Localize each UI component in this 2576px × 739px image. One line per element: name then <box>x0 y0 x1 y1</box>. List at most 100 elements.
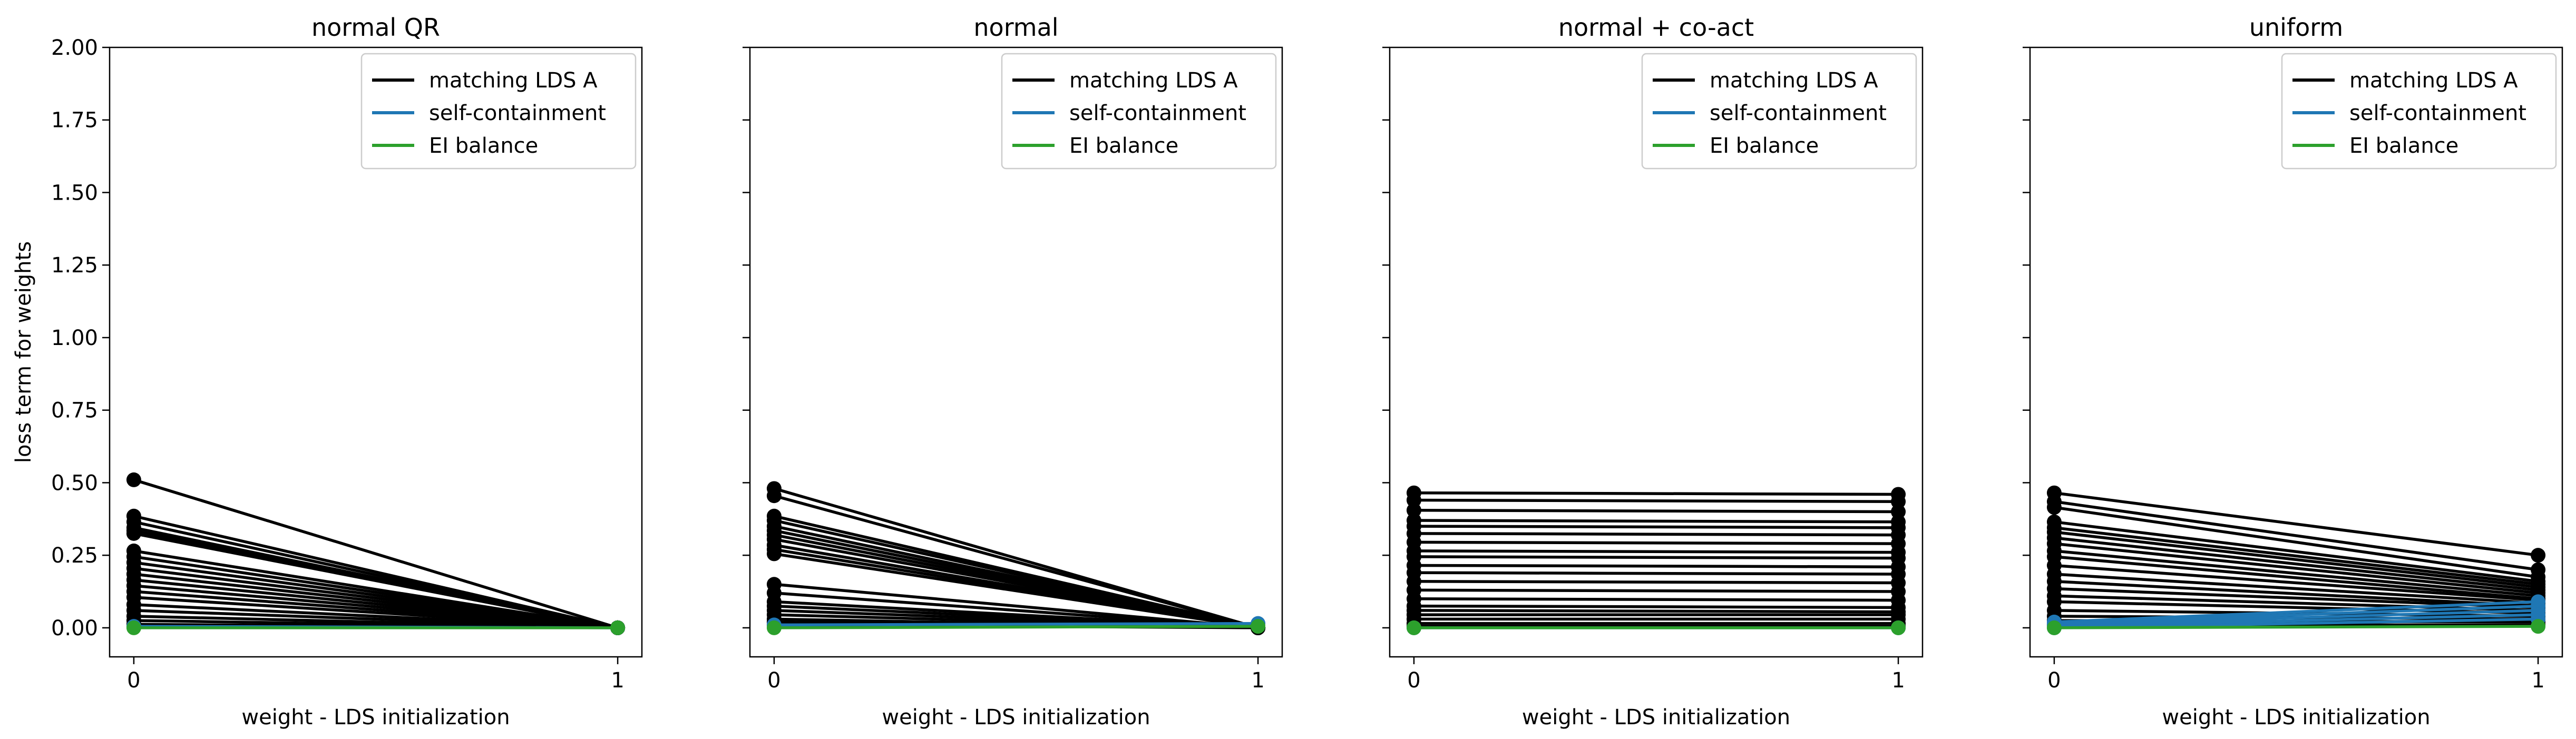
x-tick-label: 1 <box>1891 668 1905 693</box>
y-tick-label: 0.25 <box>51 544 98 568</box>
series-line <box>774 622 1258 627</box>
legend-box <box>360 53 637 170</box>
x-tick-label: 1 <box>2531 668 2544 693</box>
series-line <box>1413 588 1899 593</box>
x-tick-label: 0 <box>2047 668 2061 693</box>
plot-area <box>2046 485 2546 635</box>
legend: matching LDS A self-containment EI balance <box>2281 53 2557 170</box>
series-ei-balance <box>766 619 1266 635</box>
series-line <box>2054 600 2539 615</box>
y-tick-label: 1.25 <box>51 253 98 278</box>
series-line <box>1413 549 1899 554</box>
chart-panel-2: normal 0 1 weight - LDS initialization match… <box>743 13 1283 730</box>
legend-label: EI balance <box>1710 134 1819 158</box>
series-line <box>2054 600 2539 624</box>
legend-label: EI balance <box>2349 134 2458 158</box>
series-line <box>2054 609 2539 618</box>
y-tick-label: 1.00 <box>51 326 98 350</box>
y-tick-label: 0.50 <box>51 471 98 495</box>
plot-area <box>766 481 1266 635</box>
data-point <box>1251 619 1266 634</box>
legend-label: matching LDS A <box>1710 68 1878 93</box>
axes-frame <box>1389 46 1924 658</box>
x-axis-label: weight - LDS initialization <box>241 705 510 730</box>
series-line <box>1413 540 1899 545</box>
axes-frame <box>749 46 1283 658</box>
legend: matching LDS A self-containment EI balance <box>1641 53 1917 170</box>
series-matching-lds-a <box>1406 485 1906 634</box>
series-line <box>2054 549 2539 598</box>
series-line <box>774 494 1258 629</box>
series-line <box>1413 509 1899 514</box>
series-line <box>1413 609 1899 614</box>
legend: matching LDS A self-containment EI balance <box>360 53 637 170</box>
legend-label: self-containment <box>429 101 606 125</box>
x-tick-label: 1 <box>611 668 624 693</box>
series-line <box>2054 625 2539 629</box>
series-line <box>2054 604 2539 625</box>
data-point <box>2531 548 2546 563</box>
series-line <box>1413 571 1899 576</box>
series-line <box>774 552 1258 629</box>
data-point <box>2046 620 2062 635</box>
chart-panel-4: uniform 0 1 weight - LDS initialization matc… <box>2023 13 2563 730</box>
series-line <box>2054 530 2539 589</box>
legend-box <box>1641 53 1917 170</box>
plot-area <box>1406 485 1906 635</box>
legend-label: self-containment <box>2349 101 2526 125</box>
y-tick-label: 2.00 <box>51 36 98 60</box>
x-axis-label: weight - LDS initialization <box>882 705 1150 730</box>
series-line <box>133 478 618 629</box>
y-axis-label: loss term for weights <box>12 241 36 463</box>
legend-box <box>1001 53 1277 170</box>
chart-panel-3: normal + co-act 0 1 weight - LDS initializa… <box>1382 13 1924 730</box>
series-line <box>1413 491 1899 496</box>
series-line <box>1413 532 1899 537</box>
series-line <box>1413 564 1899 568</box>
data-point <box>126 526 141 541</box>
data-point <box>766 546 782 561</box>
legend-label: matching LDS A <box>429 68 598 93</box>
series-line <box>2054 536 2539 592</box>
x-axis-label: weight - LDS initialization <box>1522 705 1790 730</box>
data-point <box>766 488 782 504</box>
series-line <box>2054 573 2539 605</box>
y-tick-label: 0.75 <box>51 399 98 423</box>
series-line <box>2054 542 2539 595</box>
series-line <box>774 625 1258 629</box>
series-line <box>2054 506 2539 579</box>
series-line <box>2054 491 2539 557</box>
data-point <box>1891 504 1906 519</box>
plot-area <box>126 472 626 635</box>
y-tick-label: 1.50 <box>51 181 98 205</box>
chart-title: normal QR <box>311 13 440 42</box>
series-line <box>774 592 1258 629</box>
y-tick-label: 0.00 <box>51 616 98 641</box>
legend-label: self-containment <box>1710 101 1887 125</box>
axes-frame <box>109 46 643 658</box>
x-tick-label: 0 <box>767 668 780 693</box>
series-ei-balance <box>2046 619 2546 635</box>
series-ei-balance <box>126 620 626 635</box>
data-point <box>1891 620 1906 635</box>
chart-title: uniform <box>2249 13 2343 42</box>
x-tick-label: 0 <box>1407 668 1420 693</box>
data-point <box>766 620 782 635</box>
data-point <box>2531 619 2546 634</box>
legend-box <box>2281 53 2557 170</box>
y-tick-label: 1.75 <box>51 109 98 133</box>
series-line <box>1413 525 1899 529</box>
series-line <box>1413 580 1899 585</box>
x-axis-label: weight - LDS initialization <box>2162 705 2430 730</box>
data-point <box>126 620 141 635</box>
series-line <box>2054 520 2539 583</box>
legend: matching LDS A self-containment EI balance <box>1001 53 1277 170</box>
series-line <box>2054 580 2539 608</box>
x-tick-label: 0 <box>127 668 140 693</box>
data-point <box>126 472 141 487</box>
data-point <box>1406 620 1421 635</box>
series-line <box>2054 555 2539 600</box>
data-point <box>1406 492 1421 508</box>
series-line <box>2054 526 2539 586</box>
